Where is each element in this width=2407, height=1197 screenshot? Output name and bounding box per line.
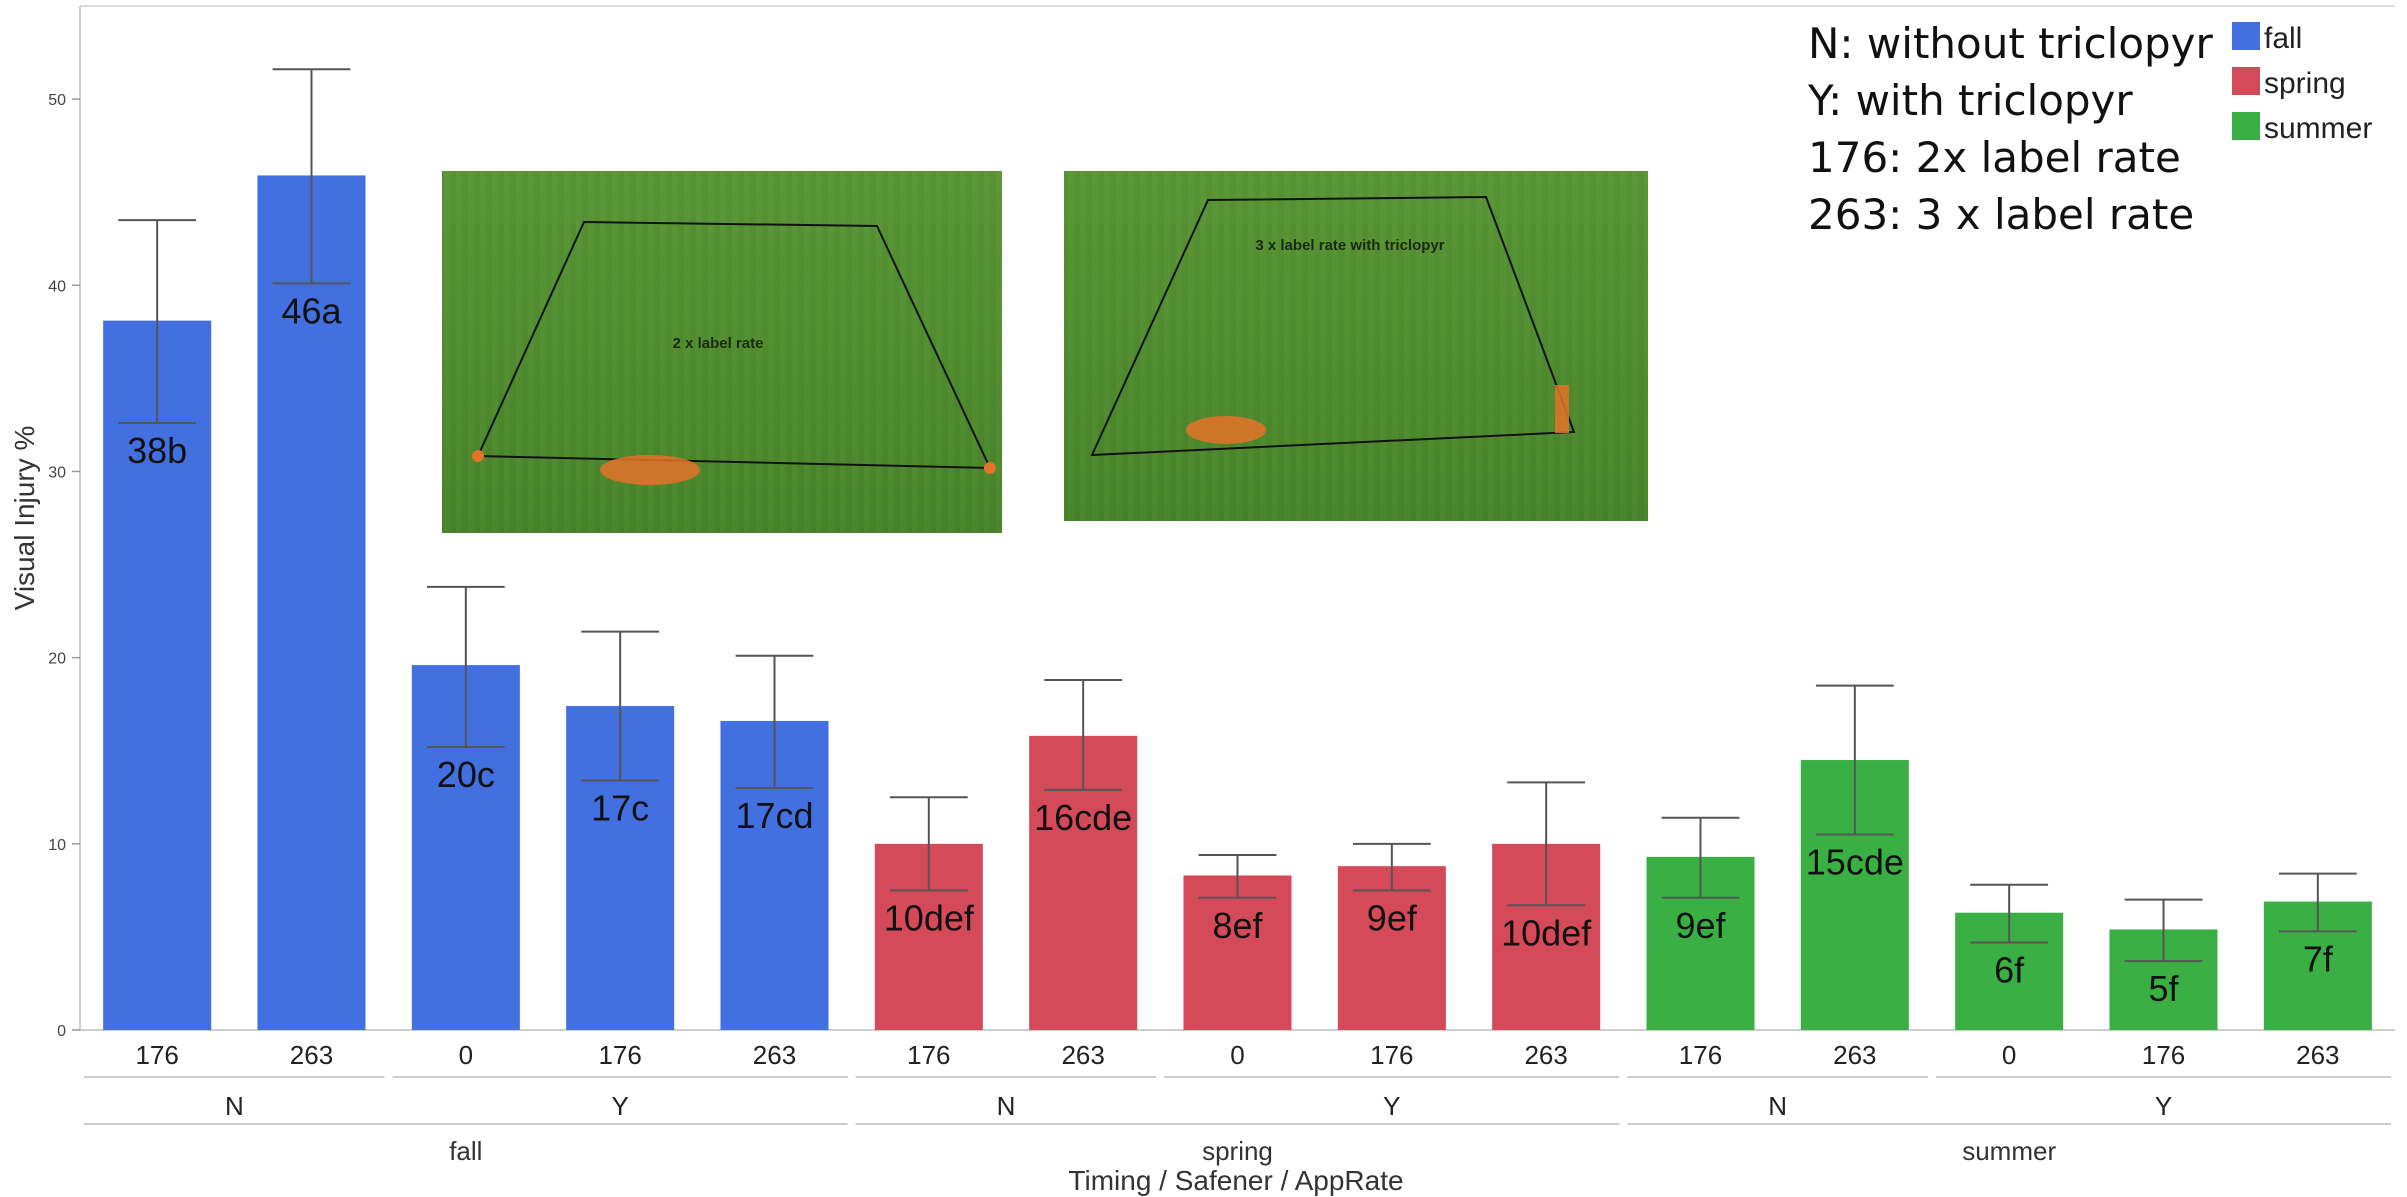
data-label: 46a — [281, 290, 342, 331]
data-label: 10def — [884, 897, 975, 938]
safener-group-label: N — [997, 1091, 1016, 1121]
inset-photo-3x-shade — [1064, 171, 1648, 521]
legend-notes: N: without triclopyr Y: with triclopyr 1… — [1807, 19, 2214, 239]
data-label: 8ef — [1212, 905, 1263, 946]
marker-paint — [1186, 416, 1266, 444]
timing-group-label: spring — [1202, 1136, 1273, 1166]
note-176: 176: 2x label rate — [1808, 133, 2181, 182]
note-263: 263: 3 x label rate — [1808, 190, 2194, 239]
bar-series — [103, 175, 2372, 1030]
x-tick-label: 176 — [1370, 1040, 1413, 1070]
bar-fall-N-263 — [257, 175, 366, 1030]
x-tick-label: 263 — [1061, 1040, 1104, 1070]
y-tick-label: 40 — [48, 278, 66, 295]
error-bars — [118, 68, 2357, 963]
bar-fall-N-176 — [103, 320, 212, 1030]
data-label: 16cde — [1034, 797, 1132, 838]
safener-group-label: Y — [2155, 1091, 2172, 1121]
x-tick-label: 0 — [2002, 1040, 2016, 1070]
inset-label: 2 x label rate — [673, 335, 764, 352]
data-label: 10def — [1501, 912, 1592, 953]
inset-photo-2x: 2 x label rate — [442, 171, 1002, 533]
y-tick-label: 0 — [57, 1023, 66, 1040]
data-label: 6f — [1994, 949, 2025, 990]
data-label: 5f — [2148, 968, 2179, 1009]
bar-spring-Y-0 — [1183, 875, 1292, 1030]
corner-marker — [472, 450, 484, 462]
y-tick-label: 50 — [48, 92, 66, 109]
safener-group-label: N — [1768, 1091, 1787, 1121]
note-y: Y: with triclopyr — [1807, 76, 2133, 125]
marker-paint — [1555, 385, 1569, 433]
x-tick-label: 263 — [753, 1040, 796, 1070]
x-tick-label: 176 — [2142, 1040, 2185, 1070]
x-tick-label: 263 — [1833, 1040, 1876, 1070]
plot-outline — [1090, 195, 1576, 457]
legend-swatch-spring — [2232, 67, 2260, 95]
x-tick-label: 176 — [135, 1040, 178, 1070]
data-label: 38b — [127, 430, 187, 471]
legend: fall spring summer — [2232, 22, 2372, 145]
legend-label-spring: spring — [2264, 67, 2346, 100]
y-axis-ticks: 0 10 20 30 40 50 — [48, 92, 80, 1040]
legend-swatch-summer — [2232, 112, 2260, 140]
y-axis-title: Visual Injury % — [9, 426, 40, 611]
x-tick-label: 263 — [290, 1040, 333, 1070]
x-tick-label: 0 — [459, 1040, 473, 1070]
legend-label-summer: summer — [2264, 112, 2372, 145]
data-label: 17cd — [735, 795, 813, 836]
x-tick-label: 176 — [1679, 1040, 1722, 1070]
marker-paint — [600, 455, 700, 485]
safener-group-label: Y — [611, 1091, 628, 1121]
x-tick-label: 176 — [598, 1040, 641, 1070]
inset-photo-3x: 3 x label rate with triclopyr — [1064, 171, 1648, 521]
safener-group-label: Y — [1383, 1091, 1400, 1121]
note-n: N: without triclopyr — [1808, 19, 2214, 68]
bar-spring-Y-176 — [1337, 866, 1446, 1030]
legend-swatch-fall — [2232, 22, 2260, 50]
data-label: 7f — [2303, 938, 2334, 979]
inset-label: 3 x label rate with triclopyr — [1255, 237, 1444, 254]
timing-group-label: summer — [1962, 1136, 2056, 1166]
y-tick-label: 10 — [48, 837, 66, 854]
y-tick-label: 30 — [48, 464, 66, 481]
data-label: 20c — [437, 754, 495, 795]
x-axis-title: Timing / Safener / AppRate — [1068, 1165, 1403, 1196]
corner-marker — [984, 462, 996, 474]
data-label: 17c — [591, 788, 649, 829]
x-tick-label: 0 — [1230, 1040, 1244, 1070]
data-label: 15cde — [1806, 842, 1904, 883]
x-tick-label: 263 — [1524, 1040, 1567, 1070]
data-label: 9ef — [1675, 905, 1726, 946]
y-tick-label: 20 — [48, 651, 66, 668]
safener-group-label: N — [225, 1091, 244, 1121]
x-tick-label: 176 — [907, 1040, 950, 1070]
x-axis-categories: 176 263 0 176 263 176 263 0 176 263 176 263 0 176 263 N… — [84, 1040, 2391, 1166]
legend-label-fall: fall — [2264, 22, 2302, 55]
x-tick-label: 263 — [2296, 1040, 2339, 1070]
data-labels: 38b 46a 20c 17c 17cd 10def 16cde 8ef 9ef 10def 9ef… — [127, 290, 2334, 1009]
inset-photo-2x-shade — [442, 171, 1002, 533]
data-label: 9ef — [1367, 897, 1418, 938]
timing-group-label: fall — [449, 1136, 482, 1166]
